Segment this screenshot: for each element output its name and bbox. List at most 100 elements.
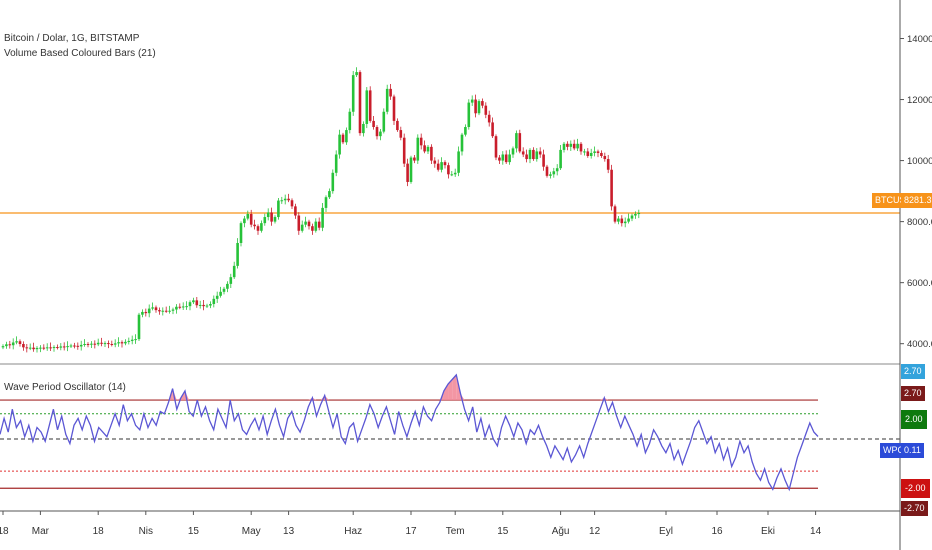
candle-body[interactable]: [572, 143, 576, 149]
candle-body[interactable]: [613, 206, 617, 222]
candle-body[interactable]: [600, 152, 603, 157]
wpo-line[interactable]: [0, 373, 819, 492]
candle-body[interactable]: [623, 221, 627, 224]
candle-body[interactable]: [290, 200, 294, 207]
candle-body[interactable]: [297, 215, 301, 231]
candle-body[interactable]: [120, 342, 124, 344]
candle-body[interactable]: [100, 342, 103, 344]
candle-body[interactable]: [198, 304, 202, 306]
candle-body[interactable]: [389, 88, 392, 97]
candle-body[interactable]: [481, 101, 484, 106]
candle-body[interactable]: [535, 151, 539, 160]
candle-body[interactable]: [409, 157, 413, 182]
candle-body[interactable]: [630, 215, 634, 219]
candle-body[interactable]: [147, 308, 151, 314]
candle-body[interactable]: [171, 309, 175, 311]
candle-body[interactable]: [11, 342, 15, 346]
candle-body[interactable]: [453, 172, 457, 175]
candle-body[interactable]: [161, 310, 165, 312]
candle-body[interactable]: [134, 339, 137, 341]
candle-body[interactable]: [270, 212, 273, 222]
candle-body[interactable]: [260, 223, 263, 231]
candle-body[interactable]: [450, 174, 454, 176]
candle-body[interactable]: [236, 242, 239, 266]
candle-body[interactable]: [351, 75, 355, 112]
time-x-axis[interactable]: 18 Mar 18 Nis 15 May 13 Haz 17 Tem 15 Ağu 12 Eyl 16 Eki…: [0, 511, 822, 537]
candle-body[interactable]: [144, 311, 148, 314]
candle-body[interactable]: [96, 342, 100, 345]
candle-body[interactable]: [358, 72, 362, 134]
oscillator-series[interactable]: [0, 373, 819, 492]
candle-body[interactable]: [18, 341, 22, 344]
candle-body[interactable]: [430, 146, 433, 161]
candle-body[interactable]: [154, 307, 158, 311]
candle-body[interactable]: [253, 224, 256, 227]
candle-body[interactable]: [583, 151, 586, 153]
candle-body[interactable]: [426, 146, 430, 152]
price-y-axis[interactable]: 4000.00 6000.00 8000.00 10000.00 12000.00 140…: [900, 34, 932, 350]
candle-body[interactable]: [22, 343, 25, 348]
candle-body[interactable]: [402, 137, 406, 164]
candle-body[interactable]: [256, 226, 260, 231]
candle-body[interactable]: [511, 148, 515, 155]
candle-body[interactable]: [158, 310, 161, 312]
candle-body[interactable]: [35, 347, 39, 350]
candle-body[interactable]: [334, 154, 338, 173]
oscillator-title[interactable]: Wave Period Oscillator (14): [4, 382, 126, 393]
candle-body[interactable]: [294, 206, 297, 216]
candle-body[interactable]: [379, 131, 382, 137]
candle-body[interactable]: [579, 143, 583, 152]
candle-body[interactable]: [280, 200, 284, 202]
study-label[interactable]: Volume Based Coloured Bars (21): [4, 48, 156, 59]
candle-body[interactable]: [487, 114, 491, 123]
candle-body[interactable]: [103, 343, 107, 345]
candle-body[interactable]: [49, 347, 52, 349]
candle-body[interactable]: [212, 298, 216, 305]
candle-body[interactable]: [307, 221, 311, 227]
candle-body[interactable]: [25, 347, 29, 349]
candle-body[interactable]: [232, 265, 236, 278]
candle-body[interactable]: [331, 172, 335, 192]
candle-body[interactable]: [345, 130, 348, 143]
candle-body[interactable]: [209, 304, 212, 306]
candle-body[interactable]: [338, 134, 341, 155]
candle-body[interactable]: [62, 346, 66, 348]
candle-body[interactable]: [348, 111, 352, 131]
candle-body[interactable]: [229, 277, 233, 284]
candle-body[interactable]: [168, 310, 171, 312]
candle-body[interactable]: [525, 154, 528, 160]
candle-body[interactable]: [477, 101, 481, 114]
candle-body[interactable]: [566, 143, 569, 147]
candle-body[interactable]: [69, 345, 73, 347]
candle-body[interactable]: [549, 174, 552, 176]
candle-body[interactable]: [382, 111, 386, 132]
candle-body[interactable]: [32, 347, 35, 350]
candle-body[interactable]: [202, 304, 205, 307]
candle-body[interactable]: [508, 154, 511, 163]
candle-body[interactable]: [460, 134, 464, 152]
candle-body[interactable]: [562, 143, 566, 150]
candle-body[interactable]: [362, 123, 365, 134]
candle-body[interactable]: [76, 345, 80, 347]
candle-body[interactable]: [491, 122, 494, 137]
candle-body[interactable]: [110, 343, 114, 345]
candle-body[interactable]: [589, 152, 593, 157]
candle-body[interactable]: [56, 347, 59, 349]
candle-body[interactable]: [205, 305, 209, 307]
candle-body[interactable]: [555, 168, 559, 172]
candle-body[interactable]: [368, 90, 372, 121]
candle-body[interactable]: [518, 133, 522, 152]
candle-body[interactable]: [406, 163, 409, 182]
candle-body[interactable]: [606, 159, 610, 170]
candle-body[interactable]: [375, 127, 379, 137]
candle-body[interactable]: [474, 99, 477, 114]
candle-body[interactable]: [569, 143, 573, 147]
candle-body[interactable]: [277, 200, 280, 218]
candle-body[interactable]: [603, 156, 607, 160]
candle-body[interactable]: [593, 151, 596, 153]
candle-body[interactable]: [498, 157, 501, 161]
candle-body[interactable]: [273, 217, 277, 222]
candle-body[interactable]: [494, 136, 498, 158]
candle-body[interactable]: [317, 221, 321, 228]
